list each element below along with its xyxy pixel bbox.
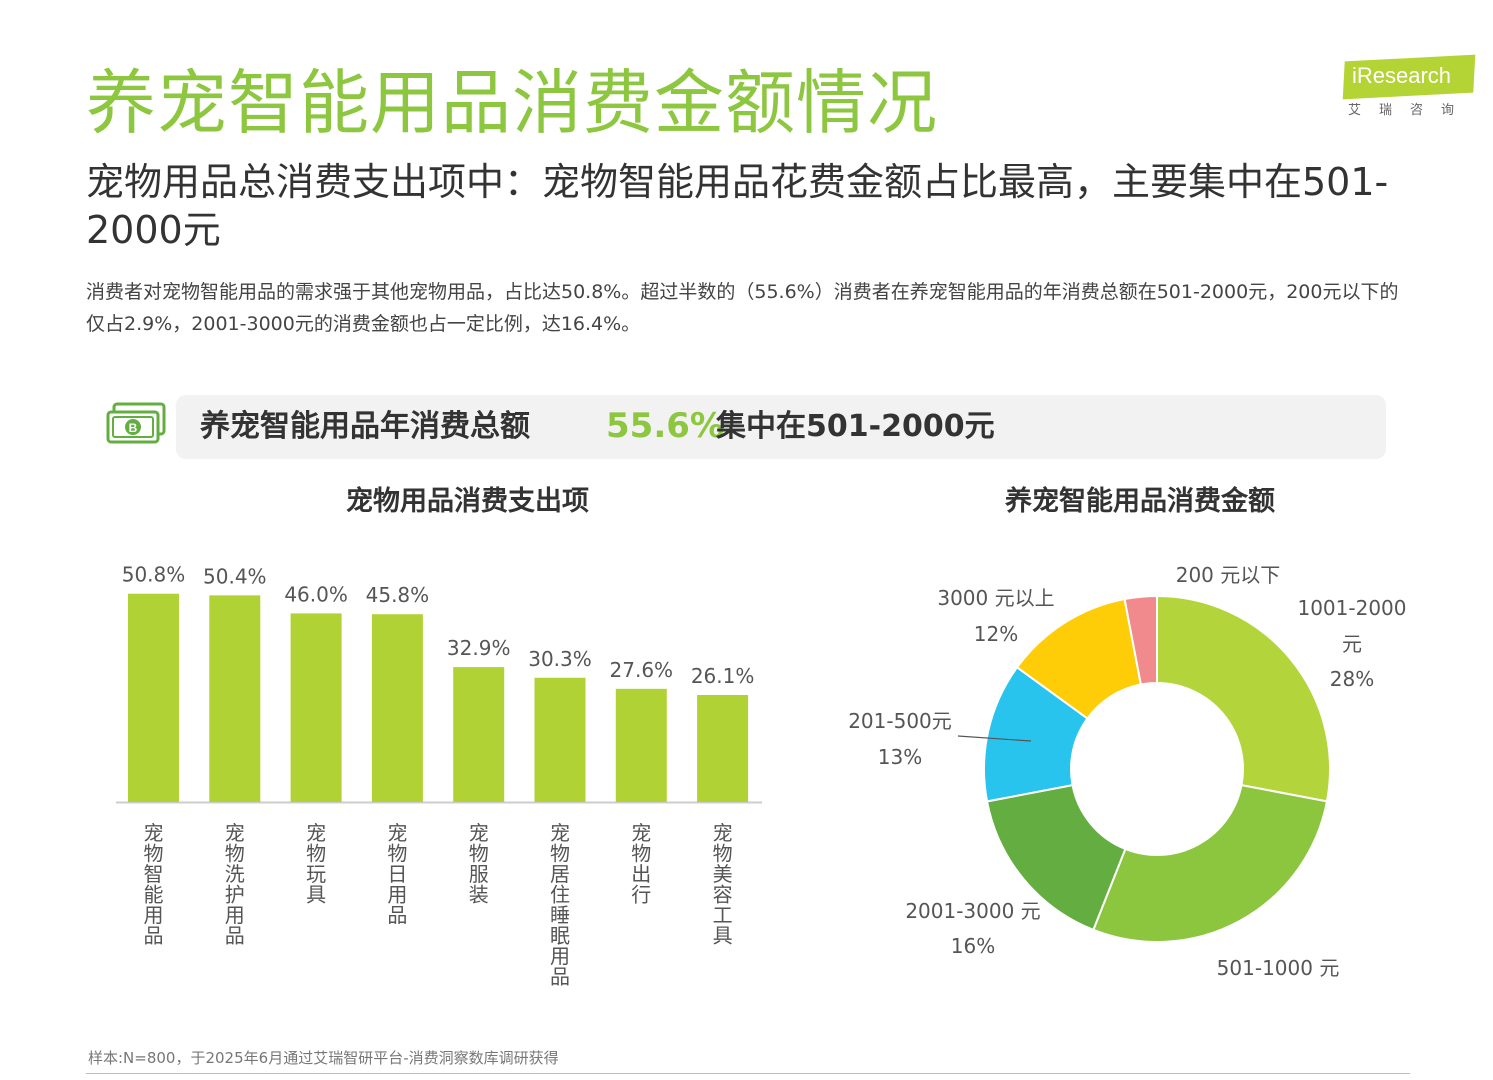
page-subtitle: 宠物用品总消费支出项中：宠物智能用品花费金额占比最高，主要集中在501-2000… [86,160,1389,252]
donut-category-label: 1001-2000 [1297,596,1406,620]
donut-slice [1123,594,1158,686]
bar [371,614,423,802]
bar-category-label: 宠物美容工具 [713,821,733,948]
donut-slice [1092,783,1329,944]
donut-category-label: 501-1000 元 [1217,956,1340,980]
highlight-banner: 养宠智能用品年消费总额 55.6% 集中在501-2000元 [176,395,1386,459]
bar-value-label: 46.0% [284,582,348,606]
bar-category-label: 宠物洗护用品 [225,821,245,948]
banner-note: 集中在501-2000元 [716,409,995,444]
bar-value-label: 26.1% [691,664,755,688]
bar-category-label: 宠物玩具 [306,821,326,907]
bar-category-label: 宠物智能用品 [144,821,164,948]
bar-value-label: 30.3% [528,647,592,671]
iresearch-logo: iResearch 艾瑞咨询 [1342,54,1476,126]
svg-text:B: B [129,421,138,435]
bar-category-label: 宠物出行 [631,821,651,907]
footer-divider [86,1073,1410,1074]
donut-chart-title: 养宠智能用品消费金额 [1005,486,1275,517]
page-title: 养宠智能用品消费金额情况 [86,62,938,144]
bar [128,593,179,802]
bar-category-label: 宠物服装 [469,821,489,907]
donut-value-label: 28% [1330,667,1374,691]
bar-value-label: 32.9% [447,636,511,660]
footnote: 样本:N=800，于2025年6月通过艾瑞智研平台-消费洞察数库调研获得 [88,1049,559,1067]
donut-category-label: 201-500元 [848,709,952,733]
bar-value-label: 50.8% [122,563,186,587]
bar-category-label: 宠物居住睡眠用品 [550,821,570,989]
bar-value-label: 50.4% [203,564,267,588]
bar-category-label: 宠物日用品 [387,821,407,927]
donut-category-label: 3000 元以上 [937,586,1054,610]
bar [290,613,342,802]
bar [453,667,505,802]
bar-chart-title: 宠物用品消费支出项 [346,486,589,517]
banner-label: 养宠智能用品年消费总额 [200,409,530,444]
banner-value: 55.6% [606,406,724,446]
money-icon: B [106,402,166,444]
donut-slice [1156,594,1332,803]
donut-category-label: 200 元以下 [1176,563,1281,587]
bar [615,688,667,802]
bar-value-label: 45.8% [366,583,430,607]
donut-category-label: 2001-3000 元 [905,899,1040,923]
donut-leader-line [957,735,1032,742]
donut-category-label: 元 [1342,632,1362,656]
logo-subtitle: 艾瑞咨询 [1348,103,1473,118]
bar [534,677,586,802]
page-description: 消费者对宠物智能用品的需求强于其他宠物用品，占比达50.8%。超过半数的（55.… [86,281,1399,335]
bar [209,595,261,802]
bar [697,694,749,802]
donut-value-label: 12% [974,622,1018,646]
logo-brand: iResearch [1352,63,1452,88]
donut-value-label: 16% [951,934,995,958]
donut-value-label: 13% [878,745,922,769]
bar-value-label: 27.6% [610,658,674,682]
